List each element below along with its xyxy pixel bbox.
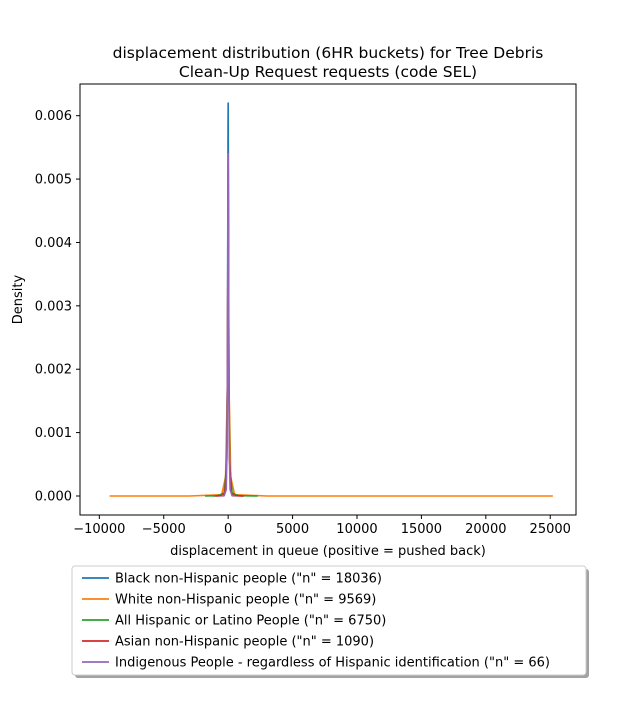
y-tick-label: 0.005 — [35, 173, 72, 188]
legend-label-3: Asian non-Hispanic people ("n" = 1090) — [115, 635, 374, 650]
x-axis-label: displacement in queue (positive = pushed… — [170, 544, 486, 559]
x-tick-label: 5000 — [276, 522, 309, 537]
x-tick-label: 25000 — [530, 522, 571, 537]
legend-label-2: All Hispanic or Latino People ("n" = 675… — [115, 614, 386, 629]
plot-frame — [79, 83, 577, 516]
legend: Black non-Hispanic people ("n" = 18036) W… — [71, 565, 589, 678]
y-axis-label: Density — [11, 274, 26, 324]
series-line-1 — [109, 209, 553, 497]
legend-box — [71, 565, 587, 676]
x-tick-label: −5000 — [142, 522, 186, 537]
y-tick-label: 0.001 — [35, 426, 72, 441]
y-tick-label: 0.000 — [35, 489, 72, 504]
legend-label-4: Indigenous People - regardless of Hispan… — [115, 656, 550, 671]
chart-title: displacement distribution (6HR buckets) … — [113, 44, 544, 81]
legend-label-0: Black non-Hispanic people ("n" = 18036) — [115, 572, 382, 587]
x-tick-label: 10000 — [336, 522, 377, 537]
series-line-4 — [221, 152, 235, 497]
y-axis: 0.000 0.001 0.002 0.003 0.004 0.005 0.006 — [35, 109, 80, 504]
y-tick-label: 0.006 — [35, 109, 72, 124]
x-axis: −10000 −5000 0 5000 10000 15000 20000 25000 — [73, 515, 571, 537]
series-line-2 — [204, 178, 258, 497]
plot-area — [109, 102, 553, 497]
chart-title-line: Clean-Up Request requests (code SEL) — [179, 63, 477, 81]
x-tick-label: −10000 — [73, 522, 125, 537]
chart-title-line: displacement distribution (6HR buckets) … — [113, 44, 544, 62]
legend-label-1: White non-Hispanic people ("n" = 9569) — [115, 593, 376, 608]
x-tick-label: 20000 — [465, 522, 506, 537]
x-tick-label: 15000 — [401, 522, 442, 537]
y-tick-label: 0.004 — [35, 236, 72, 251]
y-tick-label: 0.002 — [35, 363, 72, 378]
y-tick-label: 0.003 — [35, 299, 72, 314]
x-tick-label: 0 — [224, 522, 232, 537]
